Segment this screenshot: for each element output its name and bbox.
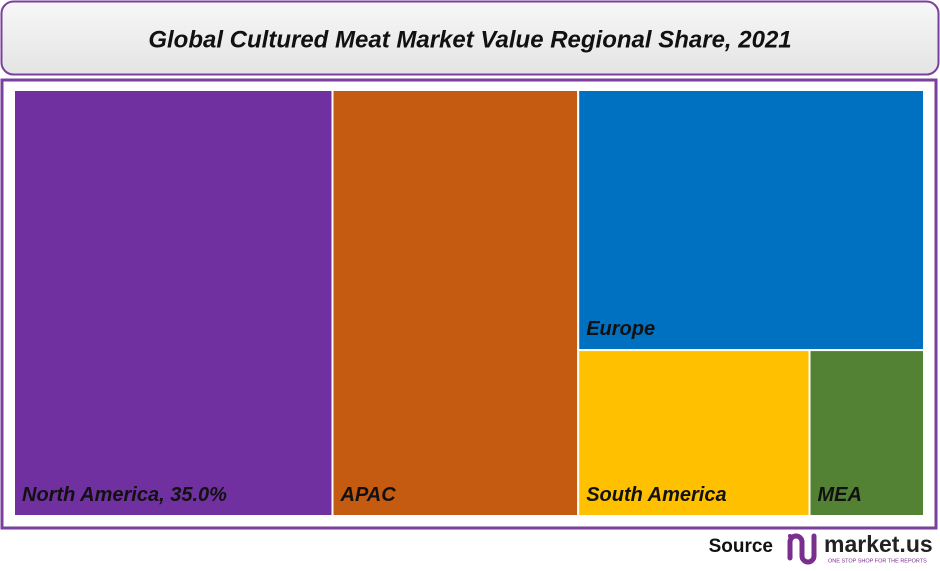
logo-icon — [787, 533, 817, 565]
tile-label: South America — [586, 484, 726, 506]
logo-text: market.us — [824, 531, 933, 557]
tile-label: Europe — [586, 318, 655, 340]
tile — [331, 89, 580, 517]
value-label: 35.0% — [170, 484, 227, 506]
tile — [577, 349, 811, 517]
logo-tagline: ONE STOP SHOP FOR THE REPORTS — [828, 558, 927, 564]
tile-label: North America, 35.0% — [22, 484, 227, 506]
category-label: Europe — [586, 318, 655, 340]
source-label: Source — [709, 536, 773, 557]
chart-title: Global Cultured Meat Market Value Region… — [148, 26, 791, 53]
tile-label: MEA — [818, 484, 862, 506]
category-label: South America — [586, 484, 726, 506]
category-label: MEA — [818, 484, 862, 506]
separator: , — [158, 484, 170, 506]
category-label: North America — [22, 484, 159, 506]
tile — [13, 89, 334, 517]
treemap: North America, 35.0% APAC Europe South Amer… — [13, 89, 925, 517]
tile — [577, 89, 925, 352]
tile — [808, 349, 925, 517]
category-label: APAC — [340, 484, 397, 506]
title-box — [0, 0, 940, 76]
tile-label: APAC — [340, 484, 397, 506]
